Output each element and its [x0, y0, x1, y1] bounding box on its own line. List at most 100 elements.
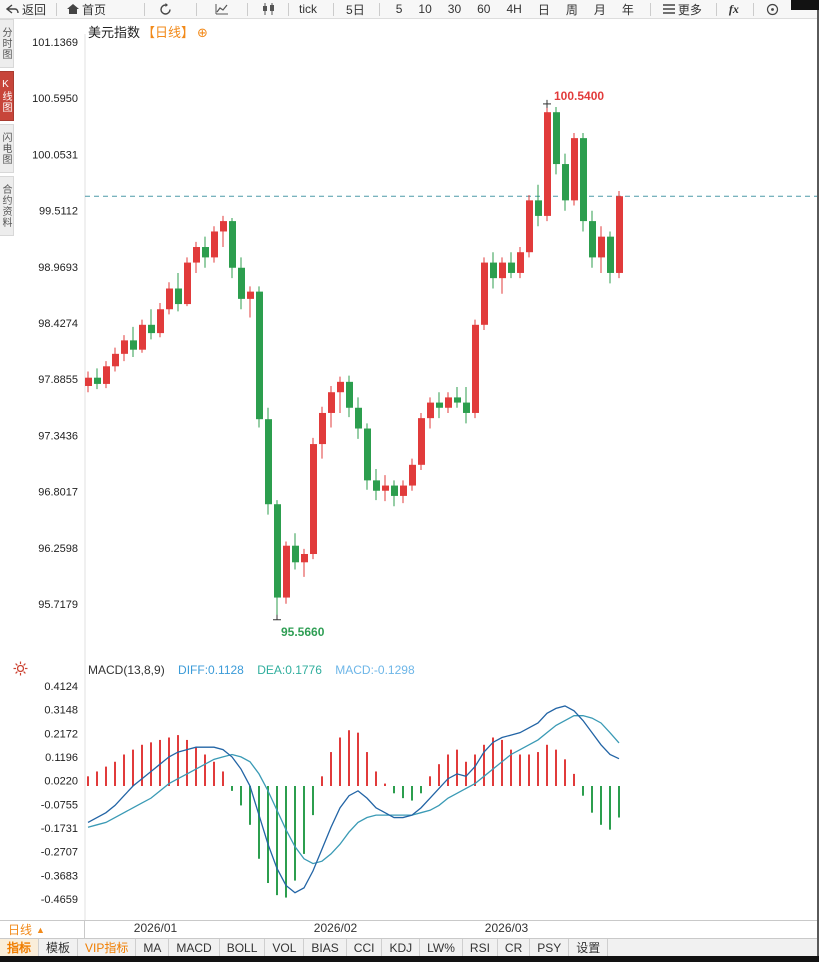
toolbar-separator [247, 2, 249, 16]
tab-lw[interactable]: LW% [420, 939, 463, 956]
home-label: 首页 [82, 2, 107, 17]
top-toolbar: 返回 首页 tick 5日 5 10 30 60 4H 日 周 月 年 更多 f… [0, 0, 819, 19]
tab-bias[interactable]: BIAS [304, 939, 347, 956]
tab-template[interactable]: 模板 [39, 939, 79, 956]
tick-button[interactable]: tick [299, 2, 317, 16]
period-60-button[interactable]: 60 [477, 2, 491, 16]
back-button[interactable]: 返回 [6, 1, 46, 18]
period-day-button[interactable]: 日 [537, 2, 550, 17]
svg-text:100.5950: 100.5950 [32, 93, 78, 105]
svg-text:98.9693: 98.9693 [38, 262, 78, 274]
tick-label: tick [299, 2, 318, 16]
tab-kdj[interactable]: KDJ [382, 939, 421, 956]
tab-boll[interactable]: BOLL [220, 939, 266, 956]
svg-text:99.5112: 99.5112 [39, 206, 78, 218]
tab-psy[interactable]: PSY [530, 939, 570, 956]
svg-text:100.0531: 100.0531 [32, 149, 78, 161]
five-day-button[interactable]: 5日 [346, 1, 365, 18]
period-selector-label: 日线 [8, 923, 33, 937]
tab-rsi[interactable]: RSI [463, 939, 498, 956]
toolbar-separator [378, 2, 380, 16]
toolbar-separator [752, 2, 754, 16]
svg-text:-0.4659: -0.4659 [41, 894, 78, 906]
macd-indicator-header: MACD(13,8,9) DIFF:0.1128 DEA:0.1776 MACD… [88, 663, 425, 677]
svg-text:0.1196: 0.1196 [45, 752, 78, 764]
chart-type-sidebar: 分时图 K线图 闪电图 合约资料 [0, 19, 14, 239]
tab-vol[interactable]: VOL [265, 939, 305, 956]
x-axis-row: 日线 ▲ [0, 920, 819, 939]
toolbar-separator [196, 2, 198, 16]
line-chart-icon [215, 4, 229, 15]
svg-text:0.4124: 0.4124 [44, 681, 78, 693]
kline-chart-button[interactable] [262, 3, 276, 15]
corner-black [791, 0, 819, 10]
period-4h-button[interactable]: 4H [506, 2, 522, 16]
period-tag: 【日线】 [142, 25, 195, 40]
tab-cci[interactable]: CCI [347, 939, 383, 956]
svg-text:-0.2707: -0.2707 [41, 847, 78, 859]
symbol-name: 美元指数 [88, 25, 141, 40]
period-10-button[interactable]: 10 [418, 2, 432, 16]
tab-cr[interactable]: CR [498, 939, 531, 956]
more-button[interactable]: 更多 [662, 1, 702, 18]
period-30-button[interactable]: 30 [447, 2, 462, 16]
sidebar-item-lightning[interactable]: 闪电图 [0, 124, 14, 173]
toolbar-separator [288, 2, 290, 16]
chevron-up-icon: ▲ [36, 924, 45, 935]
back-label: 返回 [22, 2, 47, 17]
period-selector[interactable]: 日线 ▲ [0, 921, 85, 938]
sidebar-item-timeshare[interactable]: 分时图 [0, 19, 14, 68]
indicator-tabbar: 指标 模板 VIP指标 MA MACD BOLL VOL BIAS CCI KD… [0, 938, 819, 956]
tab-ma[interactable]: MA [136, 939, 170, 956]
svg-text:95.7179: 95.7179 [38, 599, 78, 611]
svg-text:98.4274: 98.4274 [38, 318, 78, 330]
svg-text:95.5660: 95.5660 [281, 625, 325, 639]
tab-vip-indicator[interactable]: VIP指标 [78, 939, 137, 956]
add-indicator-icon[interactable]: ⊕ [197, 25, 208, 40]
macd-name: MACD(13,8,9) [88, 663, 165, 677]
crosshair-button[interactable] [766, 3, 779, 16]
period-5-button[interactable]: 5 [395, 2, 403, 16]
svg-text:-0.0755: -0.0755 [41, 799, 78, 811]
svg-text:100.5400: 100.5400 [554, 89, 604, 103]
tab-settings[interactable]: 设置 [569, 939, 609, 956]
macd-macd-value: MACD:-0.1298 [335, 663, 415, 677]
tab-indicator[interactable]: 指标 [0, 939, 40, 956]
svg-text:0.0220: 0.0220 [44, 776, 78, 788]
svg-text:0.2172: 0.2172 [44, 728, 78, 740]
home-button[interactable]: 首页 [67, 1, 106, 18]
home-icon [67, 3, 80, 14]
menu-icon [662, 4, 675, 14]
right-edge-bar [817, 0, 819, 956]
bottom-strip [0, 956, 819, 962]
svg-text:97.8855: 97.8855 [38, 374, 78, 386]
five-day-label: 5日 [346, 2, 365, 17]
svg-text:-0.1731: -0.1731 [41, 823, 78, 835]
period-week-button[interactable]: 周 [565, 2, 578, 17]
svg-text:96.2598: 96.2598 [38, 543, 78, 555]
svg-text:97.3436: 97.3436 [38, 430, 78, 442]
more-label: 更多 [677, 2, 702, 17]
macd-dea-value: DEA:0.1776 [257, 663, 322, 677]
chart-title: 美元指数 【日线】 ⊕ [88, 22, 208, 41]
period-month-button[interactable]: 月 [593, 2, 606, 17]
period-year-button[interactable]: 年 [621, 2, 634, 17]
toolbar-separator [144, 2, 146, 16]
sidebar-item-contract-info[interactable]: 合约资料 [0, 176, 14, 236]
svg-text:0.3148: 0.3148 [44, 705, 78, 717]
candlestick-chart-icon [263, 3, 275, 15]
svg-text:-0.3683: -0.3683 [41, 870, 78, 882]
fx-button[interactable]: fx [728, 1, 739, 16]
svg-text:101.1369: 101.1369 [32, 37, 78, 49]
toolbar-separator [56, 2, 58, 16]
refresh-button[interactable] [159, 2, 172, 16]
toolbar-separator [333, 2, 335, 16]
back-arrow-icon [6, 3, 19, 14]
timeshare-chart-button[interactable] [215, 3, 229, 15]
toolbar-separator [715, 2, 717, 16]
tab-macd[interactable]: MACD [169, 939, 220, 956]
sidebar-item-kline[interactable]: K线图 [0, 71, 14, 121]
svg-text:96.8017: 96.8017 [38, 487, 78, 499]
indicator-settings-icon[interactable] [13, 661, 28, 676]
